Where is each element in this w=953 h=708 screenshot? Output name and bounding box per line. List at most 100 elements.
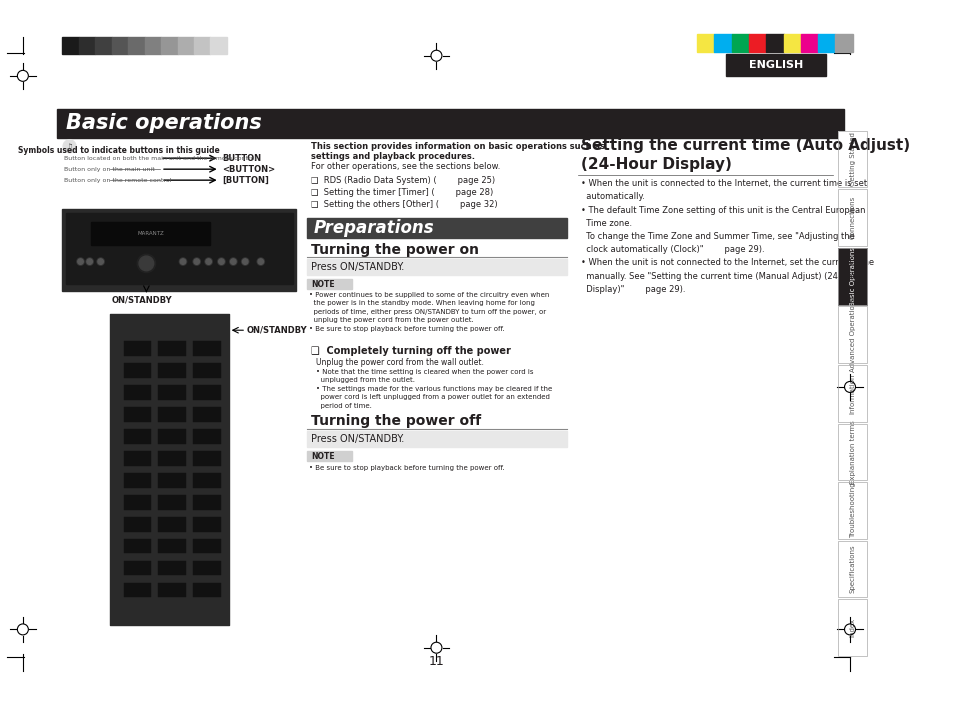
Bar [306, 217, 567, 238]
Bar [112, 38, 128, 54]
Bar [123, 341, 151, 356]
Text: Press ON/STANDBY.: Press ON/STANDBY. [311, 262, 404, 272]
Text: ENGLISH: ENGLISH [748, 60, 802, 70]
Text: Index: Index [849, 618, 855, 637]
Bar [193, 38, 211, 54]
Text: settings and playback procedures.: settings and playback procedures. [311, 152, 475, 161]
Bar [306, 279, 352, 289]
Bar [158, 451, 186, 466]
Bar [110, 314, 229, 625]
Bar [158, 583, 186, 598]
Text: Button only on the main unit: Button only on the main unit [64, 166, 154, 171]
Text: Unplug the power cord from the wall outlet.: Unplug the power cord from the wall outl… [315, 358, 483, 367]
Bar [161, 38, 177, 54]
Circle shape [257, 259, 263, 264]
Bar [158, 341, 186, 356]
Bar [211, 38, 227, 54]
Bar [158, 539, 186, 554]
Bar [838, 131, 866, 188]
Text: Button located on both the main unit and the remote control: Button located on both the main unit and… [64, 156, 256, 161]
Bar [123, 473, 151, 488]
Circle shape [77, 258, 84, 266]
Bar [731, 34, 748, 52]
Circle shape [242, 259, 248, 264]
Text: NOTE: NOTE [311, 280, 335, 288]
Circle shape [139, 256, 153, 270]
Bar [697, 34, 714, 52]
Text: Specifications: Specifications [849, 544, 855, 593]
Bar [193, 385, 220, 400]
Text: • Power continues to be supplied to some of the circuitry even when
  the power : • Power continues to be supplied to some… [309, 292, 549, 332]
Text: ❑  Setting the timer [Timer] (        page 28): ❑ Setting the timer [Timer] ( page 28) [311, 188, 493, 198]
Circle shape [87, 259, 92, 264]
Bar [838, 189, 866, 246]
Bar [306, 259, 567, 275]
Bar [123, 517, 151, 532]
Bar [838, 189, 866, 246]
Text: ON/STANDBY: ON/STANDBY [247, 326, 308, 335]
Text: Preparations: Preparations [314, 219, 434, 236]
Bar [193, 407, 220, 422]
Circle shape [78, 259, 83, 264]
Text: For other operations, see the sections below.: For other operations, see the sections b… [311, 162, 500, 171]
Bar [193, 341, 220, 356]
Text: Advanced Operations: Advanced Operations [849, 297, 855, 372]
Text: [BUTTON]: [BUTTON] [222, 176, 269, 185]
Text: This section provides information on basic operations such as: This section provides information on bas… [311, 142, 604, 151]
Bar [123, 385, 151, 400]
Circle shape [98, 259, 103, 264]
Text: Connections: Connections [849, 196, 855, 239]
Bar [801, 34, 818, 52]
Bar [838, 248, 866, 304]
Text: ♫: ♫ [66, 142, 73, 151]
Bar [158, 429, 186, 444]
Bar [193, 363, 220, 378]
Circle shape [218, 259, 224, 264]
Circle shape [257, 258, 264, 266]
Bar [145, 38, 161, 54]
Bar [818, 34, 835, 52]
Bar [193, 539, 220, 554]
Bar [306, 451, 352, 461]
Bar [748, 34, 765, 52]
Bar [128, 38, 145, 54]
Text: • When the unit is connected to the Internet, the current time is set
  automati: • When the unit is connected to the Inte… [580, 179, 873, 294]
Text: Troubleshooting: Troubleshooting [849, 483, 855, 538]
Bar [158, 385, 186, 400]
Text: Basic Operations: Basic Operations [849, 246, 855, 306]
Bar [193, 517, 220, 532]
Bar [725, 54, 825, 76]
Bar [78, 38, 95, 54]
Text: Information: Information [849, 373, 855, 413]
Circle shape [241, 258, 249, 266]
Text: Setting the current time (Auto Adjust)
(24-Hour Display): Setting the current time (Auto Adjust) (… [580, 138, 909, 171]
Bar [835, 34, 852, 52]
Circle shape [63, 140, 76, 153]
Bar [782, 34, 801, 52]
Circle shape [231, 259, 235, 264]
Text: 11: 11 [428, 655, 444, 668]
Bar [193, 561, 220, 576]
Bar [838, 307, 866, 363]
Bar [838, 365, 866, 422]
Bar [158, 495, 186, 510]
Bar [838, 423, 866, 480]
Bar [62, 209, 296, 291]
Bar [158, 473, 186, 488]
Bar [158, 517, 186, 532]
Text: Press ON/STANDBY.: Press ON/STANDBY. [311, 434, 404, 444]
Text: Basic operations: Basic operations [66, 113, 261, 133]
Bar [838, 541, 866, 598]
Bar [66, 213, 293, 285]
Bar [158, 363, 186, 378]
Bar [193, 583, 220, 598]
Bar [838, 248, 866, 304]
Text: Turning the power off: Turning the power off [311, 414, 480, 428]
Text: ❑  Setting the others [Other] (        page 32): ❑ Setting the others [Other] ( page 32) [311, 200, 497, 210]
Text: Getting Started: Getting Started [849, 132, 855, 186]
Bar [765, 34, 782, 52]
Circle shape [206, 259, 212, 264]
Circle shape [230, 258, 236, 266]
Bar [123, 539, 151, 554]
Circle shape [193, 258, 200, 266]
